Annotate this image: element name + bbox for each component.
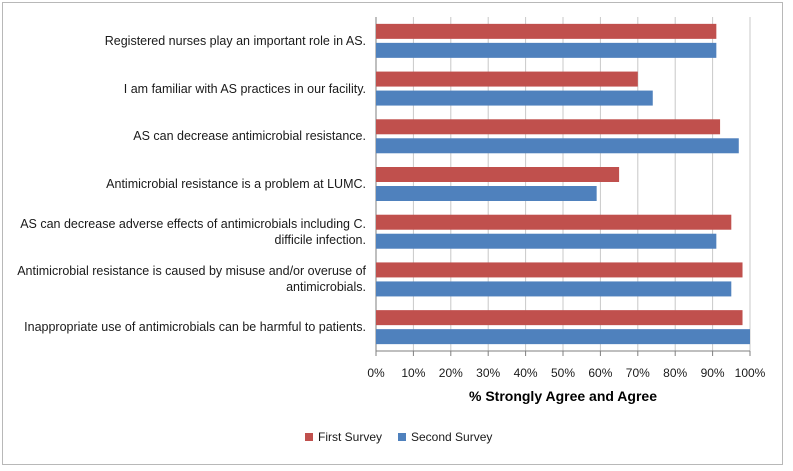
legend-swatch (305, 433, 313, 441)
bar-first-survey (376, 310, 743, 326)
category-label-line: I am familiar with AS practices in our f… (123, 81, 366, 96)
x-tick-label: 60% (588, 366, 612, 380)
bar-first-survey (376, 262, 743, 278)
bar-second-survey (376, 233, 717, 249)
x-tick-label: 80% (663, 366, 687, 380)
x-tick-label: 50% (551, 366, 575, 380)
category-label-line: Inappropriate use of antimicrobials can … (24, 320, 366, 335)
x-tick-label: 70% (626, 366, 650, 380)
x-tick-label: 10% (401, 366, 425, 380)
legend-label: Second Survey (411, 430, 492, 444)
x-tick-label: 20% (439, 366, 463, 380)
category-label: Registered nurses play an important role… (6, 33, 366, 49)
category-label: Inappropriate use of antimicrobials can … (6, 319, 366, 335)
bar-first-survey (376, 71, 638, 87)
x-tick-label: 40% (514, 366, 538, 380)
category-label-line: Registered nurses play an important role… (104, 33, 366, 48)
x-tick-label: 90% (701, 366, 725, 380)
x-tick-label: 100% (735, 366, 766, 380)
category-label-line: Antimicrobial resistance is caused by mi… (17, 264, 366, 279)
x-tick-label: 0% (367, 366, 385, 380)
bar-first-survey (376, 214, 732, 230)
bar-second-survey (376, 138, 739, 154)
bar-second-survey (376, 281, 732, 297)
category-label-line: AS can decrease adverse effects of antim… (20, 216, 366, 231)
category-label-line: difficile infection. (274, 232, 367, 247)
legend-label: First Survey (318, 430, 382, 444)
bar-first-survey (376, 167, 620, 182)
bar-second-survey (376, 42, 717, 58)
category-label-line: antimicrobials. (286, 280, 366, 295)
bar-second-survey (376, 186, 597, 201)
bar-second-survey (376, 90, 653, 106)
category-label: Antimicrobial resistance is a problem at… (6, 176, 366, 192)
category-label: I am familiar with AS practices in our f… (6, 81, 366, 97)
x-axis-label: % Strongly Agree and Agree (469, 388, 657, 404)
legend-swatch (398, 433, 406, 441)
category-label: Antimicrobial resistance is caused by mi… (6, 263, 366, 295)
category-label-line: Antimicrobial resistance is a problem at… (106, 177, 366, 191)
category-label: AS can decrease adverse effects of antim… (6, 216, 366, 248)
bar-first-survey (376, 23, 717, 39)
category-label: AS can decrease antimicrobial resistance… (6, 128, 366, 144)
bar-second-survey (376, 329, 750, 345)
category-label-line: AS can decrease antimicrobial resistance… (133, 129, 366, 144)
x-tick-label: 30% (476, 366, 500, 380)
bar-first-survey (376, 119, 721, 135)
